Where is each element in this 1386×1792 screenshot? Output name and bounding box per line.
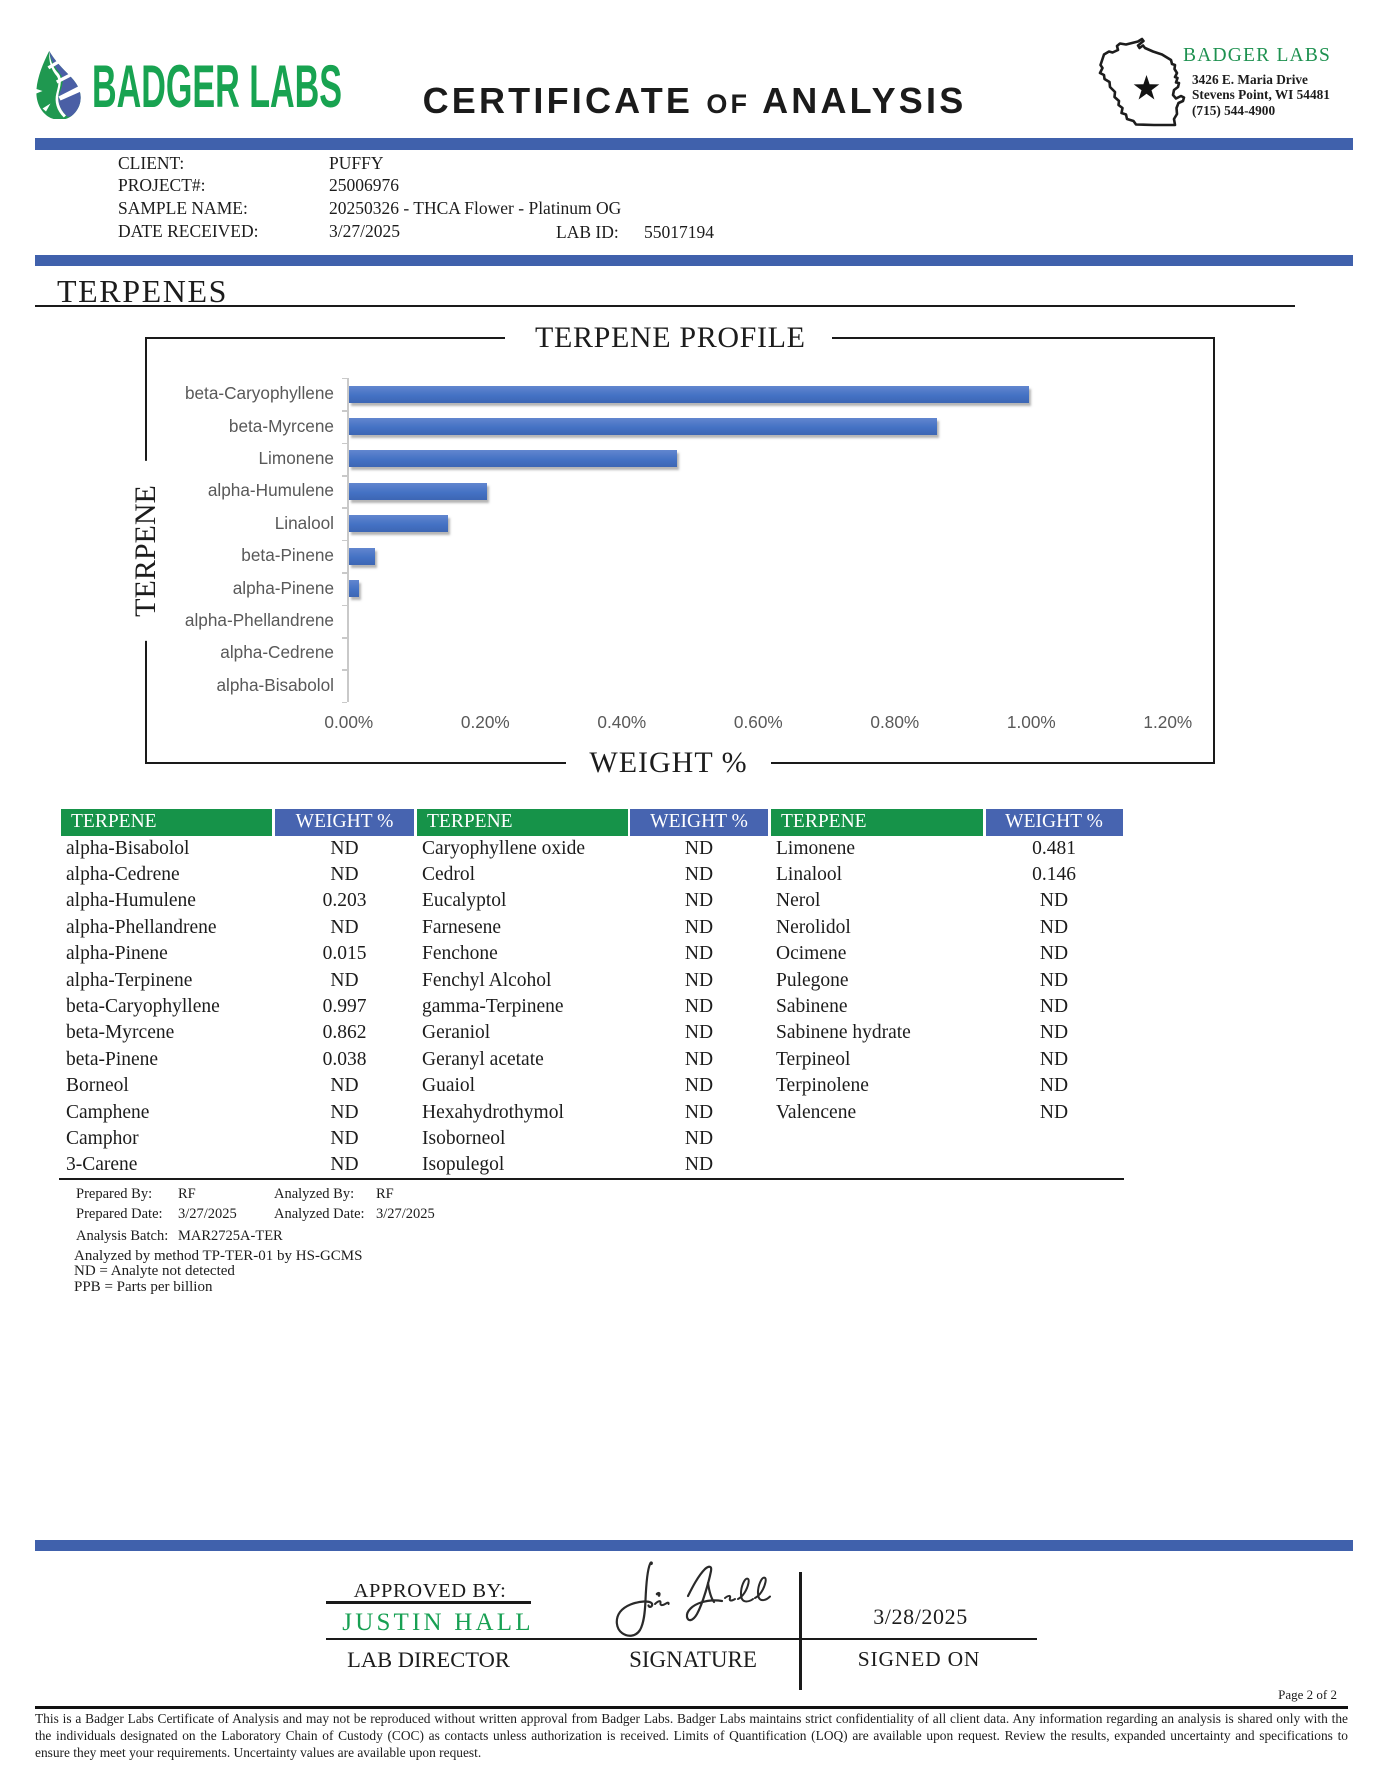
- svg-text:BADGER LABS: BADGER LABS: [92, 58, 342, 112]
